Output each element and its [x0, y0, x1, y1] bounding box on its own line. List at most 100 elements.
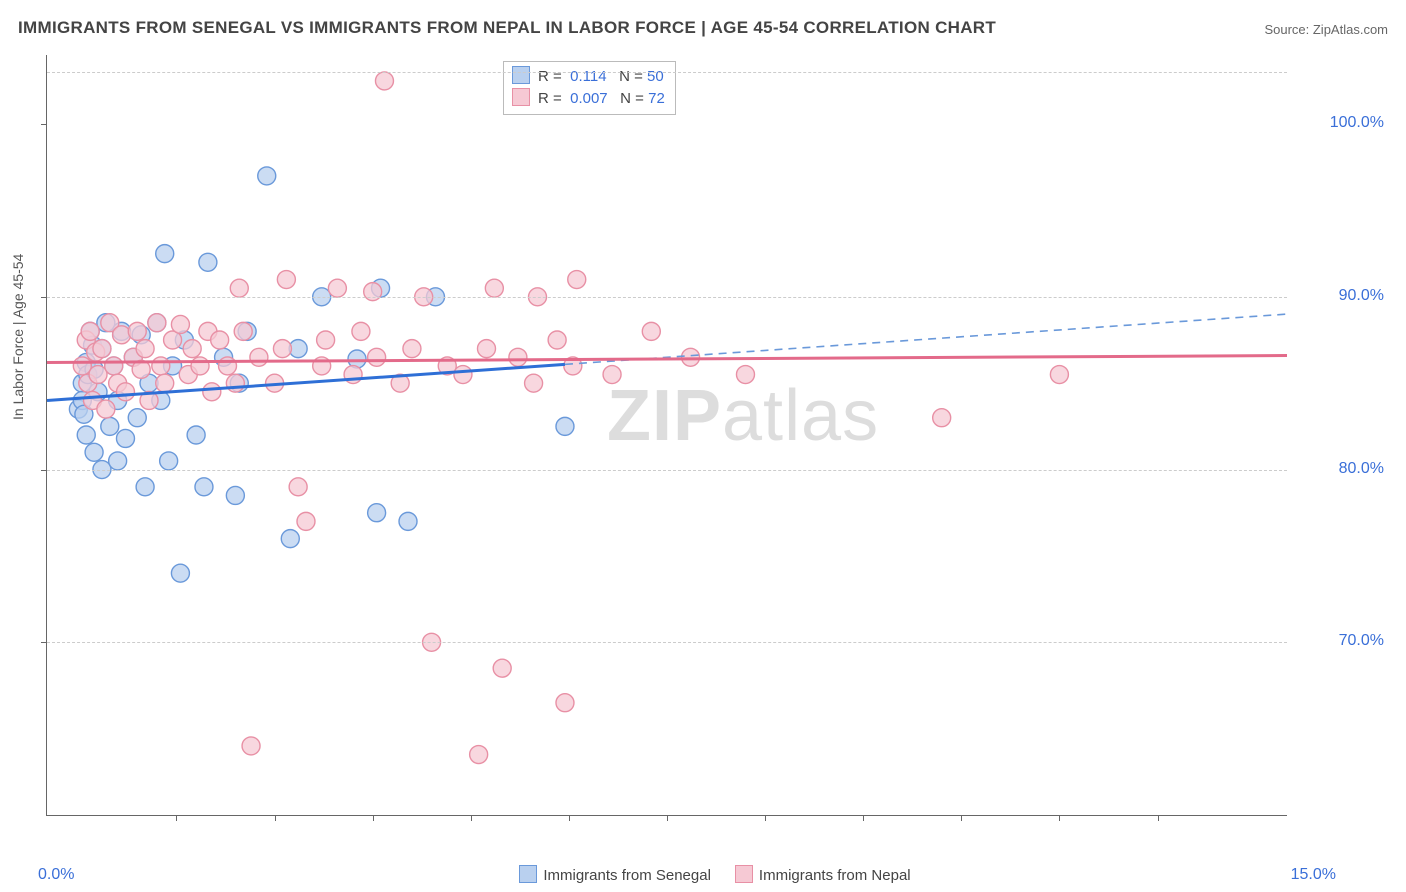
data-point — [470, 746, 488, 764]
data-point — [509, 348, 527, 366]
data-point — [171, 564, 189, 582]
correlation-legend: R = 0.114 N = 50R = 0.007 N = 72 — [503, 61, 676, 115]
legend-label: Immigrants from Nepal — [759, 867, 911, 884]
data-point — [1050, 366, 1068, 384]
y-tick — [41, 470, 47, 471]
scatter-svg — [47, 55, 1287, 815]
legend-row: R = 0.114 N = 50 — [512, 66, 665, 88]
data-point — [211, 331, 229, 349]
data-point — [493, 659, 511, 677]
data-point — [113, 326, 131, 344]
x-tick — [863, 815, 864, 821]
data-point — [93, 340, 111, 358]
x-tick — [569, 815, 570, 821]
x-tick — [765, 815, 766, 821]
data-point — [328, 279, 346, 297]
x-tick — [961, 815, 962, 821]
data-point — [568, 271, 586, 289]
data-point — [171, 315, 189, 333]
data-point — [81, 322, 99, 340]
data-point — [226, 374, 244, 392]
data-point — [682, 348, 700, 366]
legend-row: R = 0.007 N = 72 — [512, 88, 665, 110]
n-value: 72 — [648, 90, 665, 107]
data-point — [603, 366, 621, 384]
x-tick — [1059, 815, 1060, 821]
data-point — [85, 443, 103, 461]
y-tick — [41, 642, 47, 643]
data-point — [136, 340, 154, 358]
r-label: R = — [538, 90, 562, 107]
data-point — [297, 512, 315, 530]
plot-area: ZIPatlas R = 0.114 N = 50R = 0.007 N = 7… — [46, 55, 1287, 816]
data-point — [477, 340, 495, 358]
legend-swatch — [512, 88, 530, 106]
x-tick — [176, 815, 177, 821]
data-point — [234, 322, 252, 340]
data-point — [128, 322, 146, 340]
data-point — [403, 340, 421, 358]
data-point — [156, 245, 174, 263]
series-legend: Immigrants from Senegal Immigrants from N… — [0, 865, 1406, 884]
y-tick-label: 100.0% — [1330, 114, 1384, 132]
data-point — [128, 409, 146, 427]
y-axis-label: In Labor Force | Age 45-54 — [10, 254, 26, 420]
chart-title: IMMIGRANTS FROM SENEGAL VS IMMIGRANTS FR… — [18, 18, 996, 38]
data-point — [101, 417, 119, 435]
source-attribution: Source: ZipAtlas.com — [1264, 22, 1388, 37]
data-point — [368, 348, 386, 366]
x-tick — [373, 815, 374, 821]
data-point — [556, 417, 574, 435]
y-tick-label: 80.0% — [1339, 460, 1384, 478]
data-point — [352, 322, 370, 340]
data-point — [556, 694, 574, 712]
data-point — [116, 429, 134, 447]
n-label: N = — [620, 90, 644, 107]
x-tick — [667, 815, 668, 821]
gridline — [47, 72, 1287, 73]
data-point — [736, 366, 754, 384]
data-point — [191, 357, 209, 375]
data-point — [258, 167, 276, 185]
r-label: R = — [538, 68, 562, 85]
y-tick — [41, 297, 47, 298]
gridline — [47, 642, 1287, 643]
x-tick — [1158, 815, 1159, 821]
data-point — [195, 478, 213, 496]
data-point — [250, 348, 268, 366]
gridline — [47, 297, 1287, 298]
legend-swatch — [512, 66, 530, 84]
data-point — [219, 357, 237, 375]
data-point — [136, 478, 154, 496]
legend-label: Immigrants from Senegal — [543, 867, 711, 884]
data-point — [548, 331, 566, 349]
data-point — [156, 374, 174, 392]
data-point — [642, 322, 660, 340]
data-point — [203, 383, 221, 401]
data-point — [109, 452, 127, 470]
data-point — [152, 357, 170, 375]
data-point — [399, 512, 417, 530]
data-point — [116, 383, 134, 401]
data-point — [277, 271, 295, 289]
data-point — [187, 426, 205, 444]
data-point — [317, 331, 335, 349]
data-point — [375, 72, 393, 90]
y-tick-label: 90.0% — [1339, 287, 1384, 305]
legend-swatch — [735, 865, 753, 883]
data-point — [148, 314, 166, 332]
legend-swatch — [519, 865, 537, 883]
data-point — [160, 452, 178, 470]
data-point — [273, 340, 291, 358]
data-point — [183, 340, 201, 358]
data-point — [97, 400, 115, 418]
y-tick-label: 70.0% — [1339, 632, 1384, 650]
data-point — [364, 283, 382, 301]
data-point — [485, 279, 503, 297]
data-point — [289, 478, 307, 496]
y-tick — [41, 124, 47, 125]
x-tick — [275, 815, 276, 821]
data-point — [368, 504, 386, 522]
n-value: 50 — [647, 68, 664, 85]
n-label: N = — [619, 68, 643, 85]
